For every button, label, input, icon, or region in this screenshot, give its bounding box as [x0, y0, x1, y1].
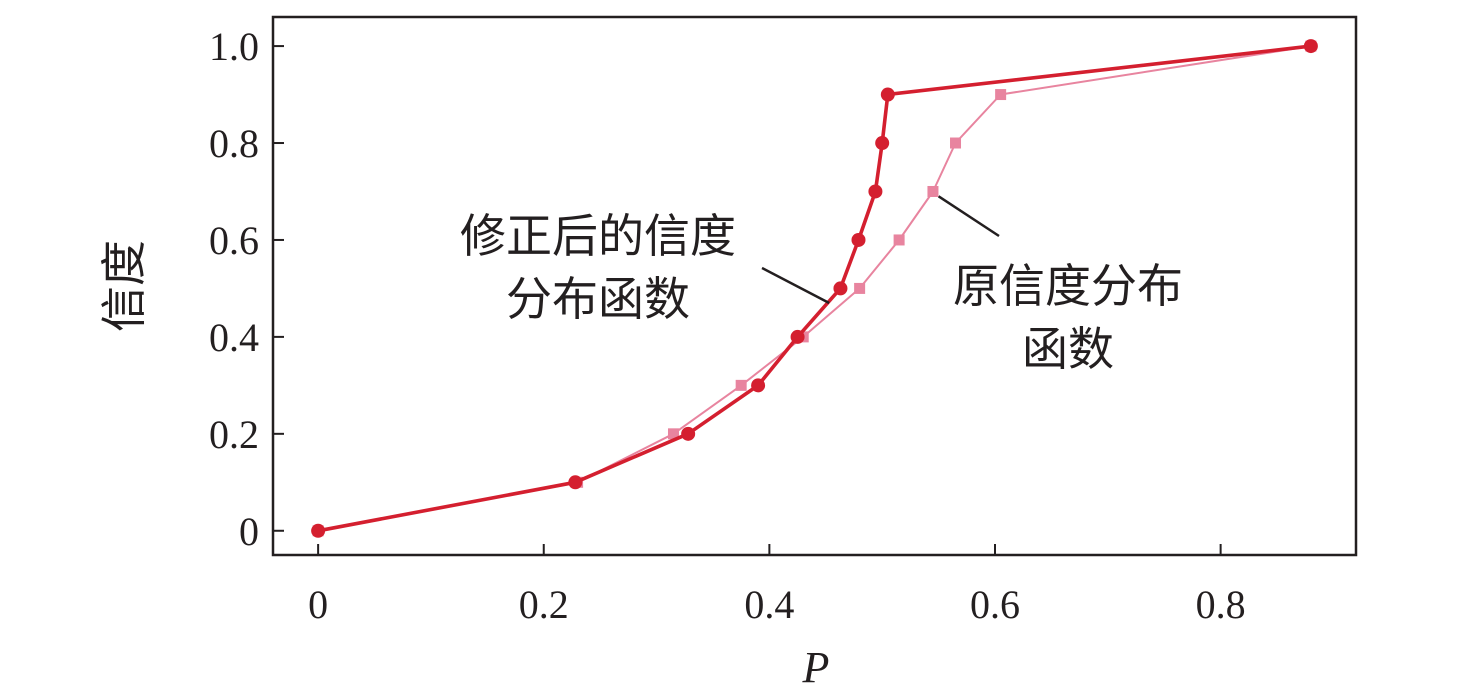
- series-1-point: [833, 281, 848, 296]
- series-layer: [311, 39, 1318, 538]
- y-tick-label-0-2: 0.2: [209, 412, 259, 457]
- x-tick-label-0-4: 0.4: [744, 582, 794, 627]
- x-tick-label-0-2: 0.2: [519, 582, 569, 627]
- series-1-point: [311, 523, 326, 538]
- annotation-0-line-1: 分布函数: [506, 272, 690, 326]
- plot-frame: [271, 15, 1358, 557]
- y-tick-label-0-6: 0.6: [209, 218, 259, 263]
- annotation-1-line-1: 函数: [1022, 322, 1114, 376]
- annotation-1-leader: [937, 195, 1000, 238]
- annotation-0-line-0: 修正后的信度: [460, 209, 736, 263]
- series-1-point: [868, 184, 883, 199]
- x-axis-label: P: [802, 643, 830, 692]
- series-0-point: [667, 428, 679, 440]
- series-0-point: [995, 89, 1007, 101]
- series-1-point: [751, 378, 766, 393]
- series-0-point: [854, 282, 866, 294]
- series-0-point: [950, 137, 962, 149]
- y-tick-label-0-8: 0.8: [209, 121, 259, 166]
- y-axis-label: 信度: [97, 240, 151, 332]
- y-tick-label-0: 0: [239, 509, 259, 554]
- series-1-point: [681, 426, 696, 441]
- y-tick-label-0-4: 0.4: [209, 315, 259, 360]
- series-0-point: [927, 185, 939, 197]
- series-1-point: [568, 475, 583, 490]
- annotation-1-line-0: 原信度分布: [953, 259, 1183, 313]
- series-1-point: [851, 232, 866, 247]
- y-tick-label-1-0: 1.0: [209, 24, 259, 69]
- x-tick-label-0: 0: [308, 582, 328, 627]
- x-axis-ticks: 0 0.2 0.4 0.6 0.8: [308, 544, 1246, 627]
- series-0-point: [735, 379, 747, 391]
- x-tick-label-0-6: 0.6: [970, 582, 1020, 627]
- series-1-point: [875, 136, 890, 151]
- series-1: [311, 39, 1318, 538]
- y-axis-ticks: 0 0.2 0.4 0.6 0.8 1.0: [209, 24, 284, 554]
- series-1-point: [790, 329, 805, 344]
- series-0-point: [893, 234, 905, 246]
- series-1-point: [1303, 39, 1318, 54]
- series-1-point: [880, 87, 895, 102]
- x-tick-label-0-8: 0.8: [1196, 582, 1246, 627]
- annotation-0-leader: [761, 266, 830, 305]
